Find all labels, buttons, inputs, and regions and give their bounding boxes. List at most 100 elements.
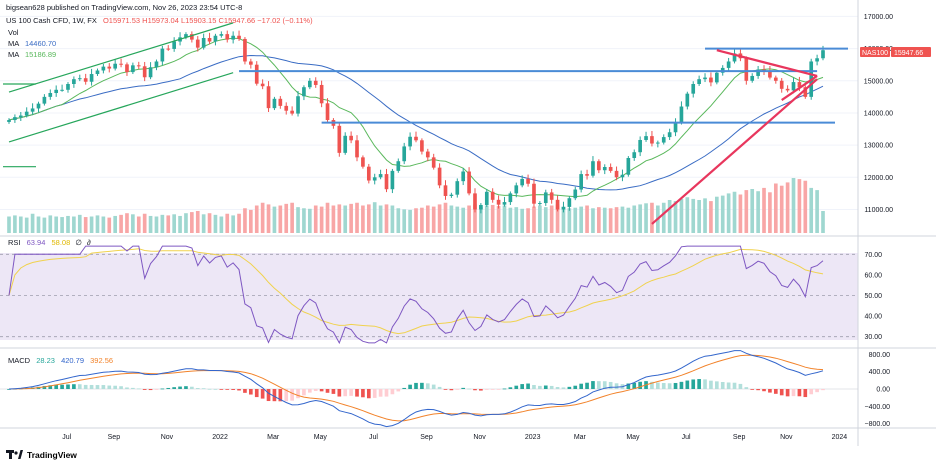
candle-body — [48, 93, 53, 97]
drawings[interactable] — [3, 22, 848, 225]
macd-pane — [0, 350, 858, 428]
volume-bar — [667, 200, 672, 233]
candle-body — [656, 142, 660, 144]
tradingview-logo-icon — [6, 450, 23, 459]
candle-body — [449, 194, 454, 196]
macd-signal-value: 392.56 — [90, 356, 113, 365]
candle-body — [585, 174, 589, 176]
candle-body — [479, 204, 483, 210]
candle-body — [750, 75, 755, 81]
macd-histogram-bar — [172, 387, 176, 389]
time-tick-label: Mar — [267, 434, 280, 441]
volume-bar — [66, 215, 70, 233]
volume-bar — [7, 216, 11, 233]
candle-body — [484, 191, 489, 205]
macd-histogram-bar — [184, 386, 188, 389]
volume-bar — [526, 208, 530, 233]
volume-bar — [821, 211, 825, 233]
volume-bar — [366, 204, 371, 233]
candle-body — [172, 41, 176, 49]
macd-histogram-bar — [632, 382, 637, 389]
volume-bar — [372, 202, 377, 233]
macd-histogram-bar — [125, 387, 129, 389]
volume-bar — [420, 207, 424, 233]
candle-body — [679, 106, 684, 123]
candle-body — [709, 77, 713, 83]
macd-histogram-bar — [815, 389, 819, 393]
candle-body — [561, 206, 566, 210]
volume-bar — [597, 207, 601, 233]
macd-histogram-bar — [673, 382, 678, 389]
rsi-tick-label: 30.00 — [864, 334, 882, 341]
volume-bar — [785, 182, 790, 233]
trendline-descending-resistance — [716, 49, 818, 78]
candle-body — [661, 137, 666, 143]
symbol-tag — [860, 47, 890, 57]
macd-histogram-bar — [231, 389, 235, 390]
candle-body — [567, 198, 572, 207]
candle-body — [54, 89, 59, 94]
volume-bars — [7, 178, 825, 233]
macd-histogram-bar — [685, 380, 690, 389]
footer-brand[interactable]: TradingView — [27, 450, 77, 460]
candle-body — [77, 78, 82, 80]
macd-histogram-bar — [361, 389, 365, 398]
time-axis[interactable]: Jul Sep Nov 2022 Mar May Jul Sep Nov 2023 Mar May Ju… — [62, 434, 847, 441]
volume-bar — [543, 207, 548, 233]
volume-bar — [449, 205, 454, 233]
macd-histogram-bar — [178, 386, 182, 389]
time-tick-label: Nov — [780, 434, 793, 441]
macd-histogram-bar — [307, 389, 312, 393]
macd-histogram-bar — [142, 389, 147, 390]
candle-body — [756, 69, 760, 76]
volume-bar — [579, 206, 583, 233]
macd-histogram-bar — [166, 387, 171, 389]
candle-body — [549, 192, 554, 200]
candle-body — [83, 78, 88, 82]
time-tick-label: Nov — [161, 434, 174, 441]
candle-body — [131, 65, 135, 73]
macd-histogram-bar — [821, 389, 825, 391]
candle-body — [42, 96, 47, 104]
candle-body — [714, 72, 719, 83]
volume-bar — [331, 205, 336, 233]
volume-bar — [479, 206, 483, 233]
candle-body — [538, 203, 542, 205]
macd-histogram-bar — [602, 381, 607, 389]
macd-histogram-bar — [479, 389, 483, 391]
candle-body — [201, 37, 206, 48]
macd-histogram-bar — [726, 382, 731, 389]
macd-histogram-bar — [496, 389, 501, 390]
macd-histogram-bar — [54, 384, 59, 389]
candle-body — [396, 161, 401, 171]
candle-body — [60, 89, 64, 91]
candle-body — [608, 167, 613, 171]
candle-body — [502, 202, 507, 205]
volume-bar — [190, 212, 194, 233]
volume-bar — [673, 201, 678, 233]
volume-bar — [136, 216, 141, 233]
volume-bar — [691, 198, 696, 233]
volume-bar — [773, 183, 778, 233]
volume-bar — [154, 216, 159, 233]
volume-bar — [437, 204, 442, 233]
rsi-band — [0, 253, 858, 340]
macd-histogram-bar — [573, 385, 578, 389]
price-tick-label: 13000.00 — [864, 143, 893, 150]
macd-histogram-bar — [296, 389, 300, 399]
candles[interactable] — [7, 30, 825, 214]
macd-histogram-bar — [756, 389, 760, 391]
macd-histogram-bar — [366, 389, 371, 399]
candle-body — [744, 58, 749, 81]
macd-histogram-bar — [225, 389, 230, 390]
volume-bar — [319, 206, 324, 233]
volume-bar — [709, 201, 713, 233]
volume-bar — [514, 207, 519, 233]
candle-body — [431, 157, 436, 168]
ma1-label: MA — [8, 39, 19, 48]
volume-bar — [243, 208, 247, 233]
candle-body — [773, 77, 778, 81]
volume-bar — [632, 205, 637, 233]
candle-body — [95, 70, 100, 75]
